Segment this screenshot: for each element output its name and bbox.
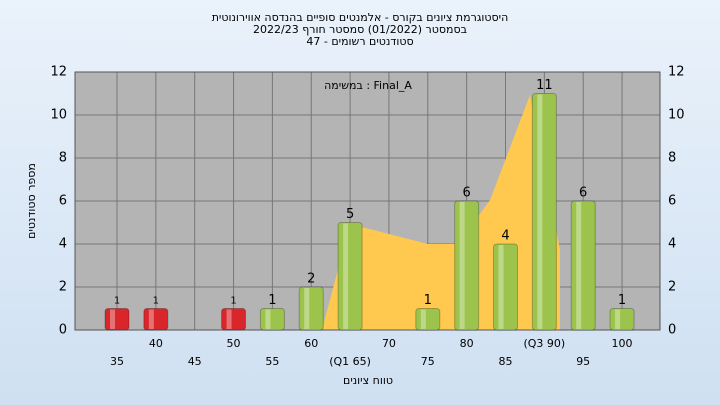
value-label: 4	[501, 229, 509, 244]
value-label: 1	[268, 293, 276, 308]
y-tick-label: 0	[59, 323, 67, 338]
y2-tick-label: 12	[668, 65, 685, 80]
y2-tick-label: 2	[668, 280, 676, 295]
value-label: 11	[536, 78, 553, 93]
plot-border	[74, 71, 661, 331]
bar	[415, 308, 441, 331]
bar	[298, 286, 324, 331]
annotation: במשימה : Final_A	[324, 79, 412, 92]
y-tick-label: 8	[59, 151, 67, 166]
value-label: 2	[307, 272, 315, 287]
x-tick-label: 50	[227, 337, 241, 350]
y-tick-label: 12	[50, 65, 67, 80]
x-tick-label: 35	[110, 355, 124, 368]
y2-tick-label: 0	[668, 323, 676, 338]
bar-highlight	[420, 309, 426, 329]
y-axis-label: מספר סטודנטים	[25, 163, 38, 239]
x-tick-label: 80	[460, 337, 474, 350]
bar	[454, 200, 480, 331]
bar-highlight	[459, 202, 465, 329]
value-label: 1	[114, 296, 120, 307]
y-tick-label: 2	[59, 280, 67, 295]
x-tick-label: 45	[188, 355, 202, 368]
y2-tick-label: 6	[668, 194, 676, 209]
bar-highlight	[304, 288, 310, 329]
bar-highlight	[537, 94, 543, 329]
title-line: היסטוגרמת ציונים בקורס - אלמנטים סופיים …	[212, 11, 509, 24]
x-axis-label: טווח ציונים	[343, 374, 393, 387]
x-tick-label: (Q1 65)	[329, 355, 371, 368]
y2-tick-label: 4	[668, 237, 676, 252]
bar-highlight	[148, 309, 154, 329]
bar-highlight	[226, 309, 232, 329]
x-tick-label: 40	[149, 337, 163, 350]
x-tick-label: 100	[612, 337, 633, 350]
value-label: 1	[230, 296, 236, 307]
bar	[531, 93, 557, 331]
y2-tick-label: 8	[668, 151, 676, 166]
x-tick-label: 75	[421, 355, 435, 368]
x-tick-label: 95	[576, 355, 590, 368]
x-tick-label: 70	[382, 337, 396, 350]
value-label: 6	[579, 186, 587, 201]
y-tick-label: 10	[50, 108, 67, 123]
value-label: 5	[346, 207, 354, 222]
bar-highlight	[343, 223, 349, 329]
bar	[570, 200, 596, 331]
bar-highlight	[110, 309, 115, 329]
bar	[259, 308, 285, 331]
bar	[104, 308, 130, 331]
bar	[493, 243, 518, 331]
bar	[221, 308, 247, 331]
title-line: סטודנטים רשומים - 47	[306, 35, 413, 48]
value-label: 1	[618, 293, 626, 308]
bar	[143, 308, 169, 331]
bar-highlight	[265, 309, 271, 329]
bar-highlight	[576, 202, 582, 329]
value-label: 6	[463, 186, 471, 201]
y-tick-label: 6	[59, 194, 67, 209]
value-label: 1	[153, 296, 159, 307]
x-tick-label: (Q3 90)	[523, 337, 565, 350]
bar	[337, 222, 363, 331]
x-tick-label: 60	[304, 337, 318, 350]
value-label: 1	[424, 293, 432, 308]
bar-highlight	[498, 245, 504, 329]
x-tick-label: 55	[265, 355, 279, 368]
y2-tick-label: 10	[668, 108, 685, 123]
title-line: בסמסטר (01/2022) סמסטר חורף 2022/23	[253, 23, 467, 36]
bar	[609, 308, 635, 331]
x-tick-label: 85	[499, 355, 513, 368]
y-tick-label: 4	[59, 237, 67, 252]
bar-highlight	[615, 309, 621, 329]
